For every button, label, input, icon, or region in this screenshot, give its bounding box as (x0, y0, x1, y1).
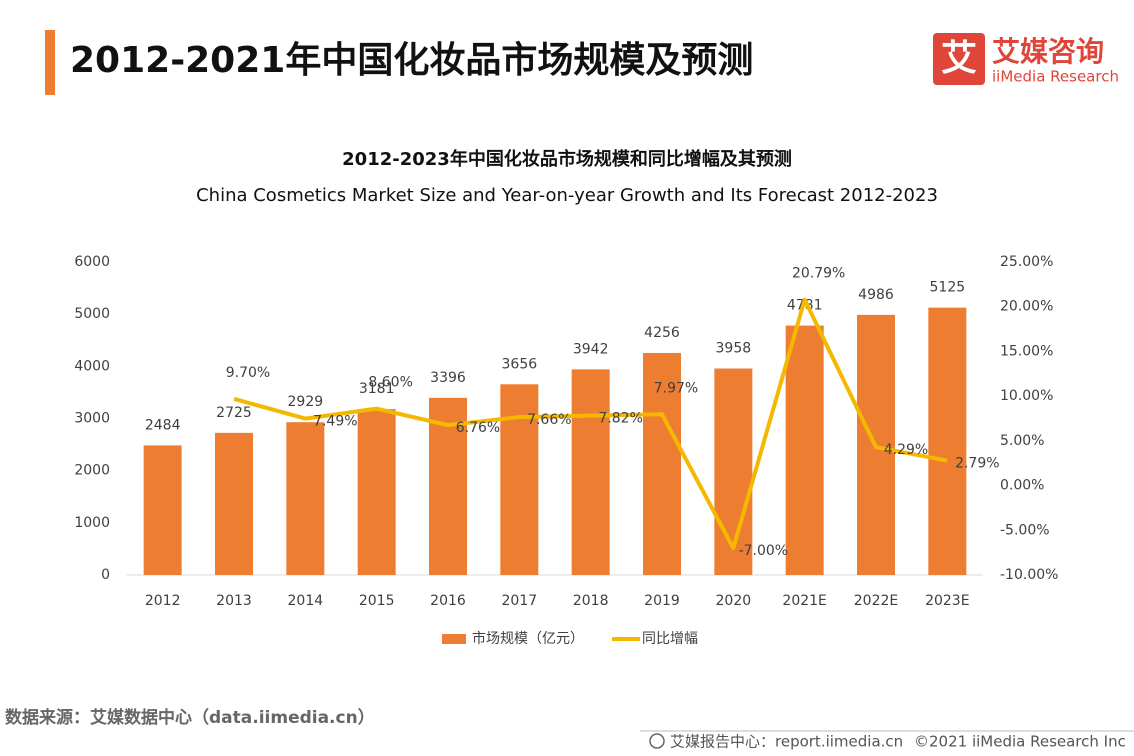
bar (429, 397, 467, 575)
page-title: 2012-2021年中国化妆品市场规模及预测 (70, 40, 753, 81)
y-tick-label: 1000 (74, 515, 110, 531)
bar (143, 445, 182, 575)
line-value-label: 8.60% (368, 375, 412, 391)
chart-title: 2012-2023年中国化妆品市场规模和同比增幅及其预测 (342, 148, 792, 170)
line-value-label: 7.82% (598, 411, 642, 427)
line-value-label: 7.49% (313, 414, 357, 430)
line-value-label: 4.29% (884, 442, 928, 458)
footer-icon (649, 733, 665, 749)
line-value-label: -7.00% (739, 543, 789, 559)
bar (714, 368, 753, 575)
line-value-label: 9.70% (226, 365, 270, 381)
y-tick-label: 4000 (74, 358, 110, 374)
footer-copyright: ©2021 iiMedia Research Inc (914, 733, 1126, 751)
bar-value-label: 4256 (644, 325, 680, 341)
logo-cn: 艾媒咨询 (992, 35, 1104, 68)
bar-value-label: 5125 (930, 280, 966, 296)
bar-value-label: 4986 (858, 287, 894, 303)
line (233, 297, 948, 551)
x-tick-label: 2015 (359, 593, 395, 609)
y-tick-label: 5000 (74, 306, 110, 322)
bar (785, 325, 824, 575)
logo-en: iiMedia Research (992, 68, 1119, 86)
bar-value-label: 3656 (502, 356, 538, 372)
x-tick-label: 2020 (716, 593, 752, 609)
y2-tick-label: 15.00% (1000, 343, 1053, 359)
bar (357, 409, 396, 575)
x-tick-label: 2013 (216, 593, 252, 609)
line-value-label: 7.66% (527, 412, 571, 428)
bar-value-label: 3942 (573, 341, 609, 357)
y2-tick-label: 25.00% (1000, 254, 1053, 270)
x-tick-label: 2019 (644, 593, 680, 609)
bar (571, 369, 610, 575)
x-tick-label: 2023E (925, 593, 969, 609)
x-tick-label: 2012 (145, 593, 181, 609)
y-tick-label: 0 (101, 567, 110, 583)
y2-tick-label: -5.00% (1000, 522, 1050, 538)
x-tick-label: 2017 (502, 593, 538, 609)
bar (643, 352, 681, 575)
line-value-label: 2.79% (955, 456, 999, 472)
y-tick-label: 3000 (74, 411, 110, 427)
x-tick-label: 2014 (288, 593, 324, 609)
line-value-label: 7.97% (654, 380, 698, 396)
line-value-label: 6.76% (456, 420, 500, 436)
y2-tick-label: -10.00% (1000, 567, 1058, 583)
bar-value-label: 3181 (359, 381, 395, 397)
legend-label: 市场规模（亿元） (472, 630, 584, 647)
bar-value-label: 2725 (216, 405, 252, 421)
title-accent (45, 30, 55, 95)
y2-tick-label: 20.00% (1000, 299, 1053, 315)
y-tick-label: 6000 (74, 254, 110, 270)
y-tick-label: 2000 (74, 463, 110, 479)
line-value-label: 20.79% (792, 266, 845, 282)
x-tick-label: 2022E (854, 593, 898, 609)
bar (928, 307, 967, 575)
bar (286, 422, 325, 575)
y2-tick-label: 10.00% (1000, 388, 1053, 404)
x-tick-label: 2021E (782, 593, 826, 609)
legend-label: 同比增幅 (642, 631, 698, 647)
bar-value-label: 2929 (288, 394, 324, 410)
y2-tick-label: 5.00% (1000, 433, 1044, 449)
logo-mark: 艾 (941, 38, 977, 79)
bar (215, 432, 253, 575)
bar-value-label: 3958 (716, 341, 752, 357)
chart-subtitle: China Cosmetics Market Size and Year-on-… (196, 185, 938, 206)
bar-value-label: 3396 (430, 370, 466, 386)
logo-mark-bg (933, 33, 985, 85)
footer-report: 艾媒报告中心：report.iimedia.cn (670, 733, 903, 751)
y2-tick-label: 0.00% (1000, 478, 1044, 494)
x-tick-label: 2018 (573, 593, 609, 609)
source: 数据来源：艾媒数据中心（data.iimedia.cn） (5, 707, 375, 728)
legend-swatch (442, 634, 466, 644)
bar-value-label: 2484 (145, 417, 181, 433)
x-tick-label: 2016 (430, 593, 466, 609)
